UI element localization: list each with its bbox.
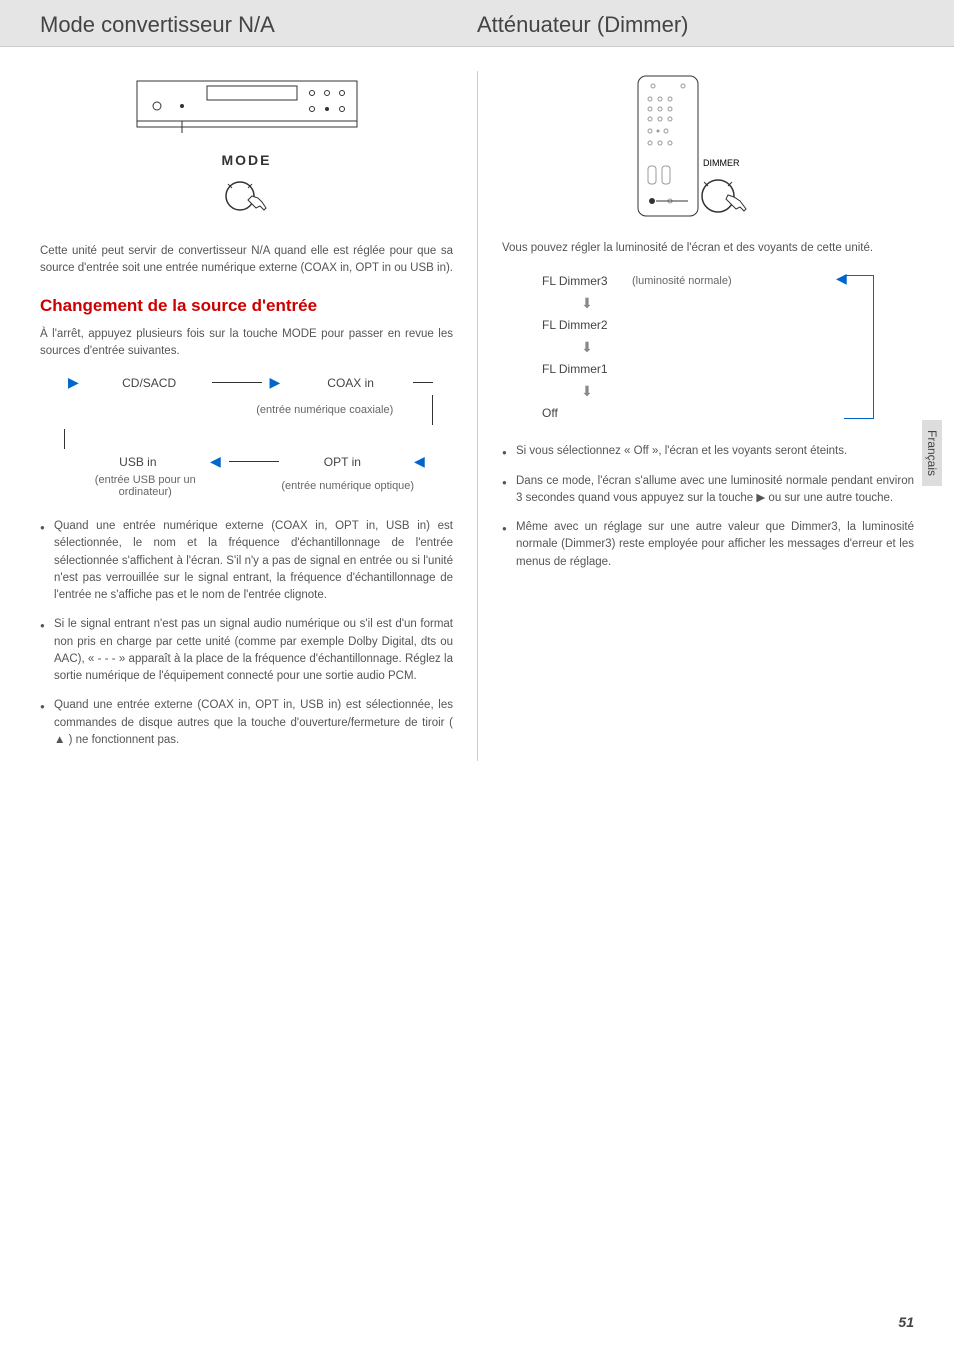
header-right: Atténuateur (Dimmer): [477, 12, 914, 38]
left-intro: Cette unité peut servir de convertisseur…: [40, 243, 453, 278]
flow-usb-sub: (entrée USB pour un ordinateur): [74, 474, 217, 498]
title-left: Mode convertisseur N/A: [40, 12, 477, 38]
section-heading: Changement de la source d'entrée: [40, 296, 453, 316]
remote-illustration: DIMMER: [502, 71, 914, 226]
dimmer-flow-diagram: FL Dimmer3 (luminosité normale) ⬇ FL Dim…: [542, 271, 914, 423]
content: MODE Cette unité peut servir de converti…: [0, 47, 954, 761]
dimmer-level-3: FL Dimmer3: [542, 274, 632, 288]
bullet-item: Quand une entrée numérique externe (COAX…: [40, 518, 453, 604]
header-left: Mode convertisseur N/A: [40, 12, 477, 38]
down-arrow-icon: ⬇: [542, 295, 632, 312]
right-intro: Vous pouvez régler la luminosité de l'éc…: [502, 240, 914, 257]
flow-coax: COAX in: [288, 376, 413, 390]
device-svg: [127, 71, 367, 141]
bullet-item: Si vous sélectionnez « Off », l'écran et…: [502, 443, 914, 460]
dimmer-level-1: FL Dimmer1: [542, 362, 632, 376]
left-bullets: Quand une entrée numérique externe (COAX…: [40, 518, 453, 749]
left-sub: À l'arrêt, appuyez plusieurs fois sur la…: [40, 326, 453, 361]
press-hand-icon: [222, 178, 272, 218]
flow-cd: CD/SACD: [87, 376, 212, 390]
dimmer-level-2: FL Dimmer2: [542, 318, 632, 332]
arrow-icon: ▶: [414, 453, 425, 470]
page-number: 51: [898, 1314, 914, 1330]
title-right: Atténuateur (Dimmer): [477, 12, 914, 38]
down-arrow-icon: ⬇: [542, 339, 632, 356]
loop-arrow: ◀: [844, 275, 874, 419]
source-flow-diagram: ▶ CD/SACD ▶ COAX in (entrée numérique co…: [60, 374, 433, 498]
flow-coax-sub: (entrée numérique coaxiale): [237, 404, 414, 416]
device-illustration: MODE: [40, 71, 453, 223]
left-column: MODE Cette unité peut servir de converti…: [40, 71, 477, 761]
arrow-icon: ▶: [270, 374, 281, 391]
arrow-icon: ▶: [68, 374, 79, 391]
right-column: DIMMER Vous pouvez régler la luminosité …: [477, 71, 914, 761]
header-bar: Mode convertisseur N/A Atténuateur (Dimm…: [0, 0, 954, 47]
dimmer-level-off: Off: [542, 406, 632, 420]
flow-usb: USB in: [74, 455, 202, 469]
bullet-item: Même avec un réglage sur une autre valeu…: [502, 519, 914, 571]
bullet-item: Quand une entrée externe (COAX in, OPT i…: [40, 697, 453, 749]
arrow-icon: ▶: [210, 453, 221, 470]
dimmer-button-label: DIMMER: [703, 158, 740, 168]
mode-label: MODE: [40, 152, 453, 168]
bullet-item: Dans ce mode, l'écran s'allume avec une …: [502, 473, 914, 508]
right-bullets: Si vous sélectionnez « Off », l'écran et…: [502, 443, 914, 571]
dimmer-level-3-note: (luminosité normale): [632, 275, 732, 287]
down-arrow-icon: ⬇: [542, 383, 632, 400]
language-tab: Français: [922, 420, 942, 486]
bullet-item: Si le signal entrant n'est pas un signal…: [40, 616, 453, 685]
flow-opt-sub: (entrée numérique optique): [277, 480, 420, 492]
flow-opt: OPT in: [279, 455, 407, 469]
